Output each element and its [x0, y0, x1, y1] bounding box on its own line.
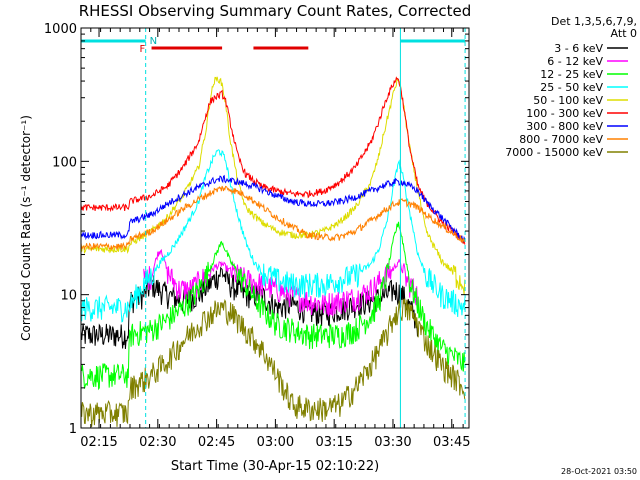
x-tick-label: 02:15	[80, 435, 117, 450]
legend-header-line-1: Det 1,3,5,6,7,9,	[551, 15, 637, 28]
legend-label-1: 6 - 12 keV	[547, 55, 603, 68]
y-tick-label: 10	[60, 289, 77, 304]
y-tick-label: 100	[52, 155, 77, 170]
x-tick-label: 03:00	[257, 435, 294, 450]
legend-label-6: 300 - 800 keV	[526, 120, 603, 133]
x-tick-label: 03:15	[315, 435, 352, 450]
series-layer	[80, 76, 466, 427]
axes-layer: 1 10 100 1000 02:15 02:30 02:45 03:00 03:15 03:30…	[44, 22, 471, 450]
chart-title: RHESSI Observing Summary Count Rates, Co…	[79, 2, 472, 20]
legend-label-5: 100 - 300 keV	[526, 107, 603, 120]
x-tick-label: 03:45	[433, 435, 470, 450]
legend-header-line-2: Att 0	[611, 27, 637, 40]
y-tick-label: 1000	[44, 22, 77, 37]
y-axis-label: Corrected Count Rate (s⁻¹ detector⁻¹)	[19, 115, 33, 341]
legend-label-0: 3 - 6 keV	[554, 42, 603, 55]
legend-label-3: 25 - 50 keV	[540, 81, 603, 94]
x-axis-label: Start Time (30-Apr-15 02:10:22)	[171, 459, 379, 474]
x-tick-label: 02:30	[139, 435, 176, 450]
x-tick-label: 02:45	[198, 435, 235, 450]
footer-date: 28-Oct-2021 03:50	[561, 467, 637, 476]
legend-label-4: 50 - 100 keV	[533, 94, 603, 107]
flare-label: F	[140, 44, 146, 55]
legend-label-7: 800 - 7000 keV	[519, 133, 603, 146]
night-label: N	[150, 36, 157, 47]
legend-label-2: 12 - 25 keV	[540, 68, 603, 81]
legend-label-8: 7000 - 15000 keV	[505, 146, 603, 159]
x-tick-label: 03:30	[374, 435, 411, 450]
y-tick-label: 1	[69, 422, 77, 437]
